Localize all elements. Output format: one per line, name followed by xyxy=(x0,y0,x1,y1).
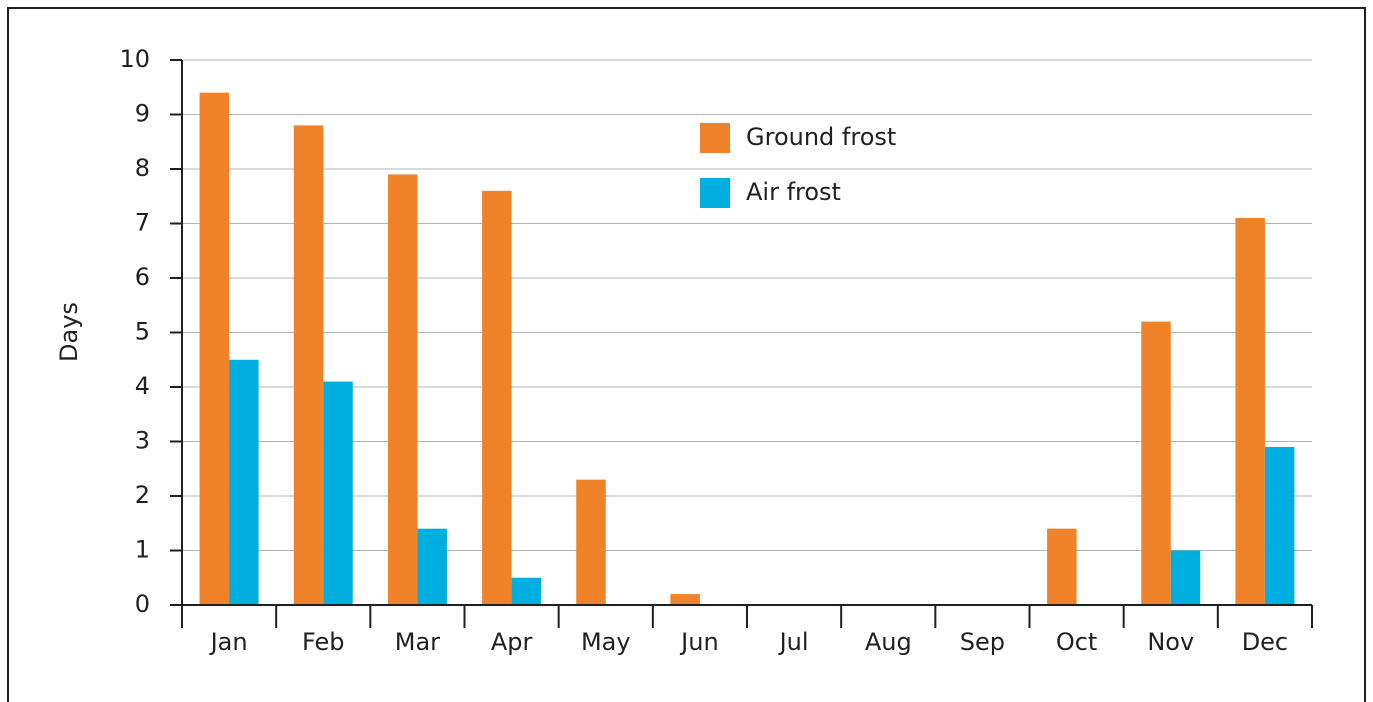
y-tick-label: 1 xyxy=(135,536,150,564)
bar xyxy=(1264,446,1295,605)
legend-label: Air frost xyxy=(746,178,841,206)
y-tick-label: 4 xyxy=(135,372,150,400)
bar xyxy=(387,174,418,605)
x-tick-label: Oct xyxy=(1056,628,1098,656)
y-tick-label: 7 xyxy=(135,209,150,237)
bar xyxy=(293,125,324,606)
x-tick-label: Feb xyxy=(302,628,345,656)
y-tick-label: 9 xyxy=(135,100,150,128)
bar xyxy=(670,594,700,605)
bar xyxy=(576,479,606,605)
y-tick-label: 6 xyxy=(135,263,150,291)
x-tick-label: Apr xyxy=(491,628,533,656)
x-tick-label: Sep xyxy=(960,628,1005,656)
frame xyxy=(7,7,1366,702)
x-tick-label: May xyxy=(581,628,631,656)
x-tick-label: Jul xyxy=(778,628,809,656)
y-tick-label: 0 xyxy=(135,590,150,618)
legend-label: Ground frost xyxy=(746,123,896,151)
x-tick-label: Mar xyxy=(395,628,440,656)
legend-swatch xyxy=(700,178,730,208)
y-axis-title: Days xyxy=(55,302,83,362)
y-tick-label: 5 xyxy=(135,318,150,346)
legend-swatch xyxy=(700,123,730,153)
x-tick-label: Aug xyxy=(865,628,912,656)
bar xyxy=(199,92,230,605)
x-tick-label: Jun xyxy=(679,628,719,656)
bar xyxy=(323,381,353,605)
bar xyxy=(417,528,447,605)
bar xyxy=(1170,550,1201,605)
bar xyxy=(229,359,259,605)
bar xyxy=(1141,321,1171,605)
y-tick-label: 8 xyxy=(135,154,150,182)
bar xyxy=(1047,528,1077,605)
bar xyxy=(511,577,542,605)
y-tick-label: 10 xyxy=(119,45,150,73)
x-tick-label: Jan xyxy=(209,628,248,656)
bar xyxy=(482,190,512,606)
y-tick-label: 2 xyxy=(135,481,150,509)
x-tick-label: Dec xyxy=(1242,628,1288,656)
x-tick-label: Nov xyxy=(1147,628,1194,656)
bar xyxy=(1235,218,1265,606)
y-tick-label: 3 xyxy=(135,427,150,455)
